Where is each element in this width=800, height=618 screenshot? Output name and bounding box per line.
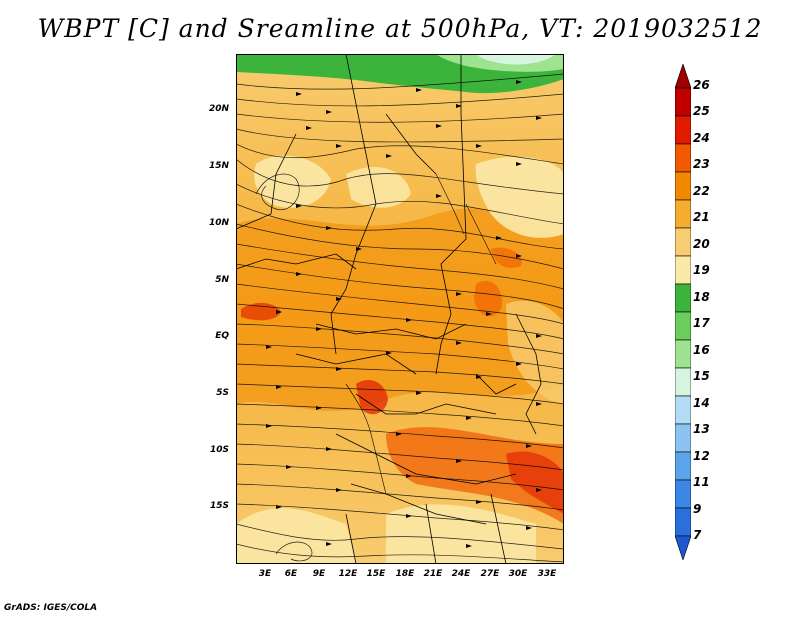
- colorbar-label: 23: [693, 157, 710, 172]
- colorbar-min-triangle: [675, 535, 691, 560]
- colorbar-label: 9: [693, 501, 702, 516]
- lon-label: 6E: [284, 569, 298, 579]
- map-title: WBPT [C] and Sreamline at 500hPa, VT: 20…: [37, 14, 763, 43]
- colorbar-label: 26: [693, 78, 710, 92]
- colorbar-segment: [675, 451, 691, 481]
- wbpt-15-region: [476, 54, 556, 65]
- lat-label: 10S: [209, 445, 229, 455]
- streamlines: [236, 73, 564, 563]
- colorbar-segment: [675, 339, 691, 369]
- lon-label: 24E: [451, 569, 471, 579]
- lon-label: 9E: [312, 569, 326, 579]
- colorbar-segment: [675, 367, 691, 397]
- colorbar-segment: [675, 255, 691, 285]
- map-panel: [236, 54, 564, 564]
- colorbar-segment: [675, 199, 691, 229]
- lon-label: 15E: [366, 569, 386, 579]
- lat-label: 5S: [216, 388, 229, 398]
- colorbar-label: 7: [693, 528, 702, 542]
- wbpt-22-patch-south: [386, 427, 564, 524]
- colorbar-segment: [675, 423, 691, 453]
- grads-credit: GrADS: IGES/COLA: [4, 603, 98, 613]
- colorbar-label: 22: [693, 183, 710, 198]
- colorbar-segment: [675, 87, 691, 117]
- colorbar-segment: [675, 479, 691, 509]
- lat-label: 10N: [208, 218, 229, 228]
- colorbar-segment: [675, 171, 691, 201]
- colorbar-label: 21: [693, 210, 710, 225]
- colorbar-label: 15: [693, 369, 710, 384]
- colorbar-segment: [675, 395, 691, 425]
- wbpt-22-patch-east: [474, 280, 502, 317]
- colorbar-label: 14: [693, 395, 710, 410]
- lat-label: 5N: [215, 275, 229, 285]
- colorbar-label: 17: [693, 316, 710, 331]
- colorbar-label: 13: [693, 422, 710, 437]
- wbpt-21-band: [236, 208, 564, 412]
- lat-label: 15N: [208, 161, 229, 171]
- lon-label: 27E: [480, 569, 500, 579]
- wbpt-23-patch-se: [506, 451, 564, 514]
- colorbar-label: 19: [693, 263, 710, 278]
- colorbar-label: 25: [693, 104, 710, 119]
- lon-label: 18E: [395, 569, 415, 579]
- wbpt-19-patch-n: [346, 166, 411, 208]
- streamline-arrows: [266, 80, 542, 548]
- colorbar-label: 16: [693, 342, 710, 357]
- lon-label: 3E: [258, 569, 272, 579]
- lat-label: EQ: [215, 331, 229, 341]
- colorbar-segment: [675, 311, 691, 341]
- wbpt-22-patch-center: [356, 379, 388, 415]
- colorbar-segment: [675, 507, 691, 537]
- colorbar-segment: [675, 283, 691, 313]
- lon-label: 12E: [338, 569, 358, 579]
- wbpt-22-patch-east2: [491, 247, 522, 269]
- lon-label: 21E: [423, 569, 443, 579]
- colorbar-label: 24: [693, 130, 710, 145]
- country-borders: [236, 54, 542, 564]
- colorbar-label: 12: [693, 448, 710, 463]
- colorbar-label: 18: [693, 289, 710, 304]
- wbpt-19-patch-s: [386, 504, 536, 564]
- colorbar-segment: [675, 115, 691, 145]
- colorbar-segment: [675, 143, 691, 173]
- lat-label: 15S: [209, 501, 229, 511]
- colorbar-label: 11: [693, 475, 710, 490]
- wbpt-19-patch-ne: [475, 156, 564, 238]
- lon-label: 30E: [508, 569, 528, 579]
- colorbar-max-triangle: [675, 64, 691, 89]
- colorbar: [675, 64, 691, 560]
- lon-label: 33E: [537, 569, 557, 579]
- colorbar-label: 20: [693, 236, 710, 251]
- colorbar-segment: [675, 227, 691, 257]
- lat-label: 20N: [208, 104, 229, 114]
